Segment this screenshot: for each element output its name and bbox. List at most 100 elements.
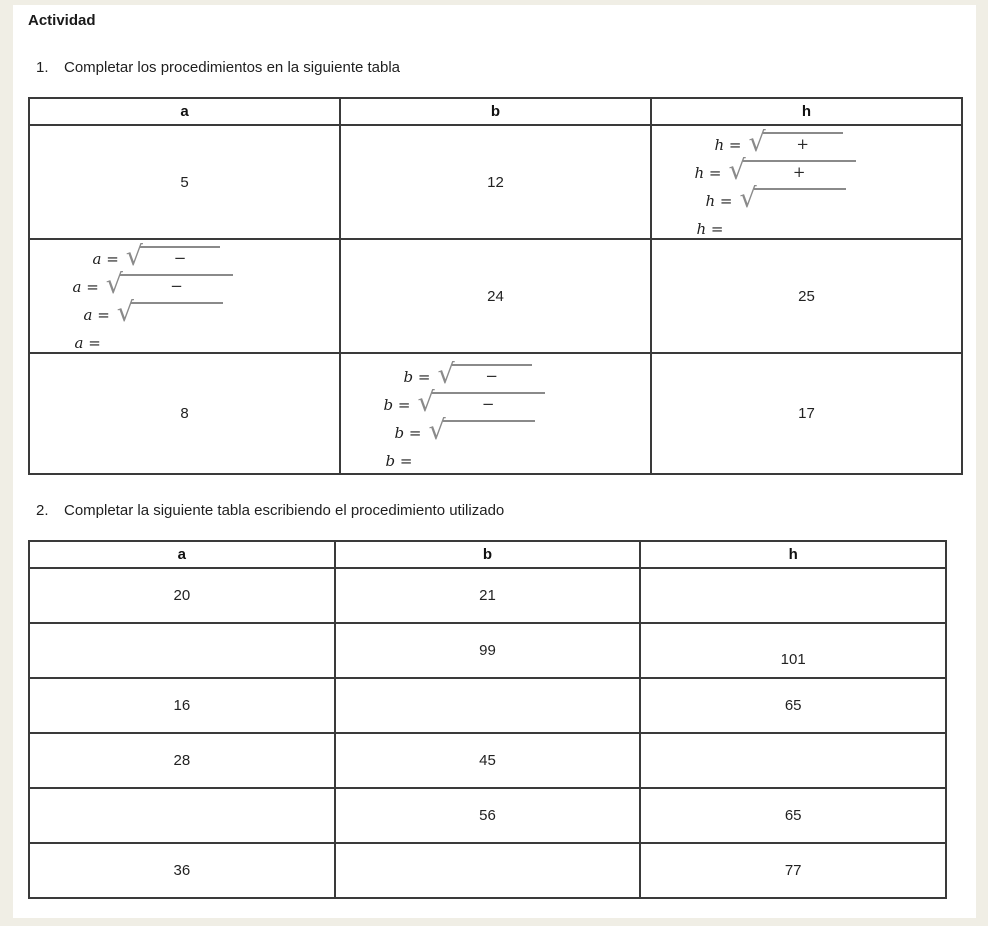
- formula-line: a =: [75, 324, 301, 352]
- worksheet-page: Actividad 1. Completar los procedimiento…: [13, 5, 976, 918]
- radical-icon: √: [428, 414, 446, 446]
- square-root: √: [428, 414, 535, 446]
- plus-operator: +: [792, 163, 806, 181]
- radical-vinculum: −: [140, 246, 220, 267]
- formula-line: b =: [386, 442, 612, 470]
- instruction-1-number: 1.: [36, 59, 49, 76]
- cell-a-value: 28: [28, 732, 336, 789]
- instruction-2-text: Completar la siguiente tabla escribiendo…: [64, 502, 505, 519]
- values-table-header-row: a b h: [28, 540, 947, 569]
- cell-h-value: 65: [639, 677, 947, 734]
- table-row: 8 b = √ − b = √ − b = √: [28, 352, 963, 475]
- cell-b-value: 21: [333, 567, 642, 624]
- radical-vinculum: +: [762, 132, 843, 153]
- radical-vinculum: −: [120, 274, 233, 295]
- minus-operator: −: [173, 249, 187, 267]
- formula-lhs: a =: [92, 250, 119, 268]
- cell-b-value: 56: [333, 787, 642, 844]
- minus-operator: −: [485, 366, 498, 385]
- square-root: √ −: [437, 358, 532, 390]
- cell-a-value: 20: [28, 567, 336, 624]
- radical-icon: √: [437, 358, 455, 390]
- minus-operator: −: [481, 394, 495, 413]
- cell-b-value: [333, 842, 642, 899]
- formula-lhs: b =: [383, 395, 411, 414]
- column-header-a: a: [28, 97, 341, 126]
- radical-vinculum: [131, 302, 223, 323]
- square-root: √ −: [125, 241, 220, 272]
- formula-lhs: b =: [403, 367, 431, 386]
- formula-line: b = √: [394, 414, 612, 446]
- square-root: √ +: [728, 155, 856, 186]
- table-row: 36 77: [28, 842, 947, 899]
- table-row: 20 21: [28, 567, 947, 624]
- cell-b-value: 45: [333, 732, 642, 789]
- radical-vinculum: −: [431, 391, 545, 413]
- radical-icon: √: [116, 297, 134, 328]
- instruction-2-number: 2.: [36, 502, 49, 519]
- cell-a-value: 5: [28, 124, 341, 240]
- cell-h-value: 77: [639, 842, 947, 899]
- cell-a-value: 8: [28, 352, 341, 475]
- formula-lhs: b =: [385, 451, 413, 470]
- radical-icon: √: [739, 183, 757, 214]
- radical-vinculum: +: [742, 160, 856, 181]
- plus-operator: +: [796, 135, 809, 153]
- cell-a-value: 36: [28, 842, 336, 899]
- radical-vinculum: −: [451, 363, 532, 385]
- formula-lhs: b =: [394, 423, 422, 442]
- cell-h-value: [639, 567, 947, 624]
- cell-h-value: 17: [650, 352, 963, 475]
- procedure-h: h = √ + h = √ + h = √ h =: [691, 126, 923, 238]
- instruction-1-text: Completar los procedimientos en la sigui…: [64, 59, 401, 76]
- column-header-a: a: [28, 540, 336, 569]
- cell-b-value: 12: [339, 124, 652, 240]
- formula-lhs: h =: [705, 192, 733, 210]
- cell-b-value: 24: [339, 238, 652, 354]
- radical-icon: √: [748, 127, 766, 158]
- cell-h-value: 25: [650, 238, 963, 354]
- formula-lhs: h =: [694, 164, 722, 182]
- square-root: √ −: [417, 389, 545, 416]
- formula-lhs: h =: [714, 136, 742, 154]
- cell-b-value: 99: [333, 622, 642, 679]
- cell-a-value: 16: [28, 677, 336, 734]
- radical-icon: √: [125, 241, 143, 272]
- table-row: 5 12 h = √ + h = √ + h =: [28, 124, 963, 240]
- cell-h-procedure: h = √ + h = √ + h = √ h =: [650, 124, 963, 240]
- square-root: √ +: [748, 127, 843, 158]
- instruction-2: 2. Completar la siguiente tabla escribie…: [36, 502, 963, 519]
- table-row: 28 45: [28, 732, 947, 789]
- formula-line: b = √ −: [403, 358, 612, 390]
- values-table: a b h 20 21 99 101 16 65 28: [28, 540, 947, 899]
- cell-h-value: [639, 732, 947, 789]
- formula-line: h = √: [705, 182, 923, 214]
- formula-lhs: a =: [74, 334, 101, 352]
- formula-lhs: h =: [696, 220, 724, 238]
- procedures-table-header-row: a b h: [28, 97, 963, 126]
- formula-lhs: a =: [72, 278, 99, 296]
- cell-b-value: [333, 677, 642, 734]
- cell-a-value: [28, 622, 336, 679]
- formula-lhs: a =: [83, 306, 110, 324]
- column-header-b: b: [339, 97, 652, 126]
- radical-icon: √: [728, 155, 746, 186]
- cell-a-procedure: a = √ − a = √ − a = √ a =: [28, 238, 341, 354]
- cell-h-value: 65: [639, 787, 947, 844]
- formula-line: h = √ +: [694, 154, 923, 186]
- page-title: Actividad: [28, 12, 96, 29]
- column-header-h: h: [639, 540, 947, 569]
- column-header-h: h: [650, 97, 963, 126]
- radical-vinculum: [442, 419, 535, 441]
- table-row: 16 65: [28, 677, 947, 734]
- cell-h-value: 101: [639, 622, 947, 679]
- formula-line: h = √ +: [714, 126, 923, 158]
- formula-line: h =: [697, 210, 923, 238]
- procedures-table: a b h 5 12 h = √ + h = √ +: [28, 97, 963, 475]
- formula-line: a = √ −: [72, 268, 301, 298]
- table-row: 56 65: [28, 787, 947, 844]
- procedure-a: a = √ − a = √ − a = √ a =: [69, 240, 301, 352]
- square-root: √ −: [106, 271, 233, 298]
- formula-line: a = √: [83, 296, 301, 328]
- cell-b-procedure: b = √ − b = √ − b = √ b =: [339, 352, 652, 475]
